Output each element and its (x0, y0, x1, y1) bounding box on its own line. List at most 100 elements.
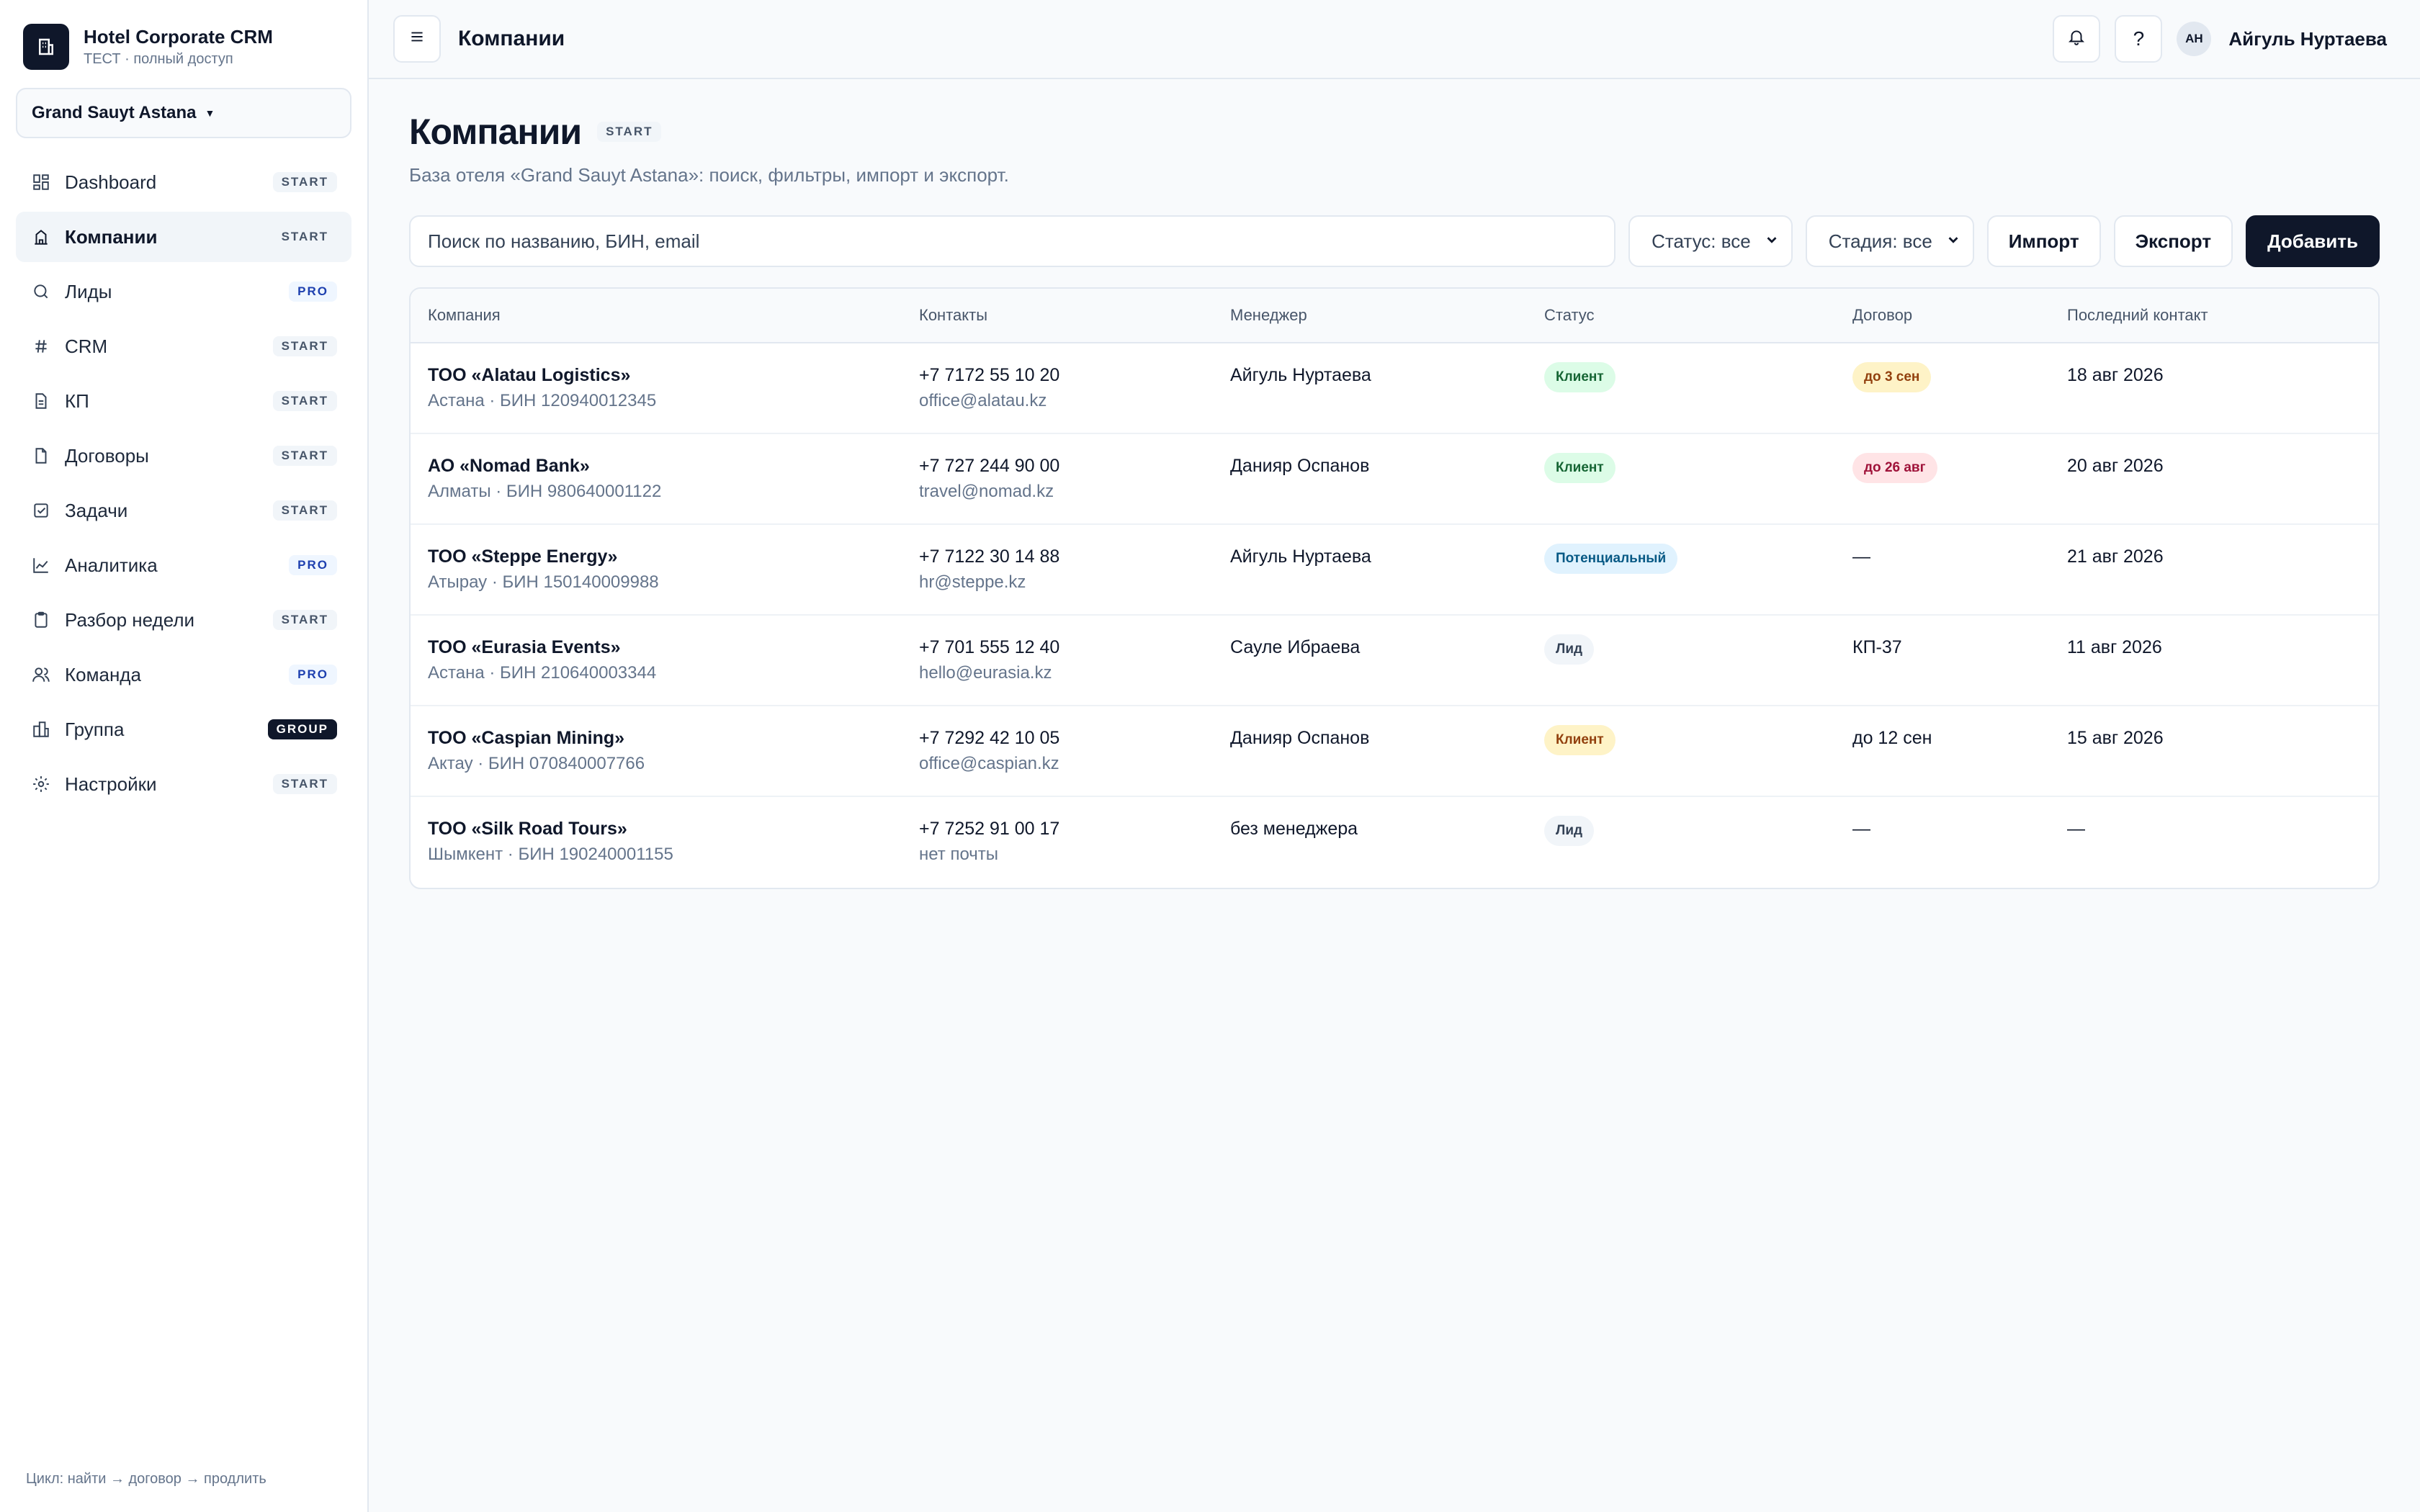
page-plan-badge: START (597, 122, 662, 142)
page-subtitle: База отеля «Grand Sauyt Astana»: поиск, … (409, 164, 1009, 186)
last-contact: — (2067, 819, 2085, 839)
checkbox-icon (30, 500, 52, 521)
sidebar-item-label: Лиды (65, 280, 112, 302)
hash-icon (30, 336, 52, 357)
notifications-button[interactable] (2053, 15, 2101, 63)
plan-badge: START (272, 500, 337, 521)
column-header-contract[interactable]: Договор (1852, 306, 1913, 324)
manager-name: Данияр Оспанов (1230, 456, 1370, 476)
menu-button[interactable] (393, 15, 441, 63)
company-meta: Атырау · БИН 150140009988 (428, 572, 659, 592)
sidebar-item-team[interactable]: Команда PRO (16, 649, 351, 700)
contact-phone: +7 727 244 90 00 (919, 456, 1060, 476)
contact-email: travel@nomad.kz (919, 482, 1054, 501)
manager-name: Айгуль Нуртаева (1230, 546, 1371, 567)
table-row[interactable]: ТОО «Silk Road Tours» Шымкент · БИН 19024… (411, 797, 2378, 888)
company-name[interactable]: ТОО «Caspian Mining» (428, 728, 625, 748)
sidebar-item-settings[interactable]: Настройки START (16, 759, 351, 809)
table-row[interactable]: ТОО «Eurasia Events» Астана · БИН 2106400… (411, 616, 2378, 706)
sidebar-item-label: CRM (65, 335, 108, 357)
table-header: Компания Контакты Менеджер Статус Догово… (411, 289, 2378, 343)
contact-email: нет почты (919, 845, 999, 864)
status-badge: Лид (1544, 816, 1595, 846)
contact-phone: +7 701 555 12 40 (919, 637, 1060, 657)
company-name[interactable]: ТОО «Eurasia Events» (428, 637, 621, 657)
sidebar-item-weekly-review[interactable]: Разбор недели START (16, 595, 351, 645)
company-name[interactable]: ТОО «Steppe Energy» (428, 546, 618, 567)
sidebar-item-proposals[interactable]: КП START (16, 376, 351, 426)
column-header-company[interactable]: Компания (428, 306, 501, 324)
sidebar-item-analytics[interactable]: Аналитика PRO (16, 540, 351, 590)
sidebar-item-companies[interactable]: Компании START (16, 212, 351, 262)
table-row[interactable]: ТОО «Caspian Mining» Актау · БИН 07084000… (411, 706, 2378, 797)
hotel-selector[interactable]: Grand Sauyt Astana ▼ (16, 88, 351, 138)
hotel-selector-value: Grand Sauyt Astana (32, 103, 197, 122)
sidebar-item-dashboard[interactable]: Dashboard START (16, 157, 351, 207)
company-meta: Астана · БИН 210640003344 (428, 663, 657, 683)
contract-badge: до 3 сен (1852, 362, 1932, 392)
sidebar-item-crm[interactable]: CRM START (16, 321, 351, 372)
search-icon (30, 281, 52, 302)
user-name[interactable]: Айгуль Нуртаева (2228, 27, 2387, 50)
sidebar-item-label: Команда (65, 663, 141, 685)
main: Компании ? АН Айгуль Нуртаева Компании S… (369, 0, 2420, 1512)
contract-text[interactable]: КП-37 (1852, 637, 1902, 657)
plan-badge: START (272, 610, 337, 630)
sidebar-item-group[interactable]: Группа GROUP (16, 704, 351, 755)
avatar[interactable]: АН (2177, 22, 2212, 56)
company-name[interactable]: ТОО «Silk Road Tours» (428, 819, 627, 839)
column-header-contacts[interactable]: Контакты (919, 306, 988, 324)
import-button[interactable]: Импорт (1986, 215, 2101, 267)
column-header-manager[interactable]: Менеджер (1230, 306, 1307, 324)
plan-badge: START (272, 774, 337, 794)
help-button[interactable]: ? (2115, 15, 2163, 63)
sidebar-item-tasks[interactable]: Задачи START (16, 485, 351, 536)
table-row[interactable]: АО «Nomad Bank» Алматы · БИН 980640001122… (411, 434, 2378, 525)
table-row[interactable]: ТОО «Alatau Logistics» Астана · БИН 12094… (411, 343, 2378, 434)
contact-phone: +7 7172 55 10 20 (919, 365, 1060, 385)
column-header-status[interactable]: Статус (1544, 306, 1595, 324)
sidebar-item-label: Разбор недели (65, 608, 195, 631)
topbar: Компании ? АН Айгуль Нуртаева (369, 0, 2420, 79)
sidebar-item-label: Настройки (65, 773, 157, 795)
contact-email: hello@eurasia.kz (919, 663, 1052, 683)
chevron-down-icon (1945, 230, 1961, 253)
company-name[interactable]: АО «Nomad Bank» (428, 456, 590, 476)
help-icon: ? (2133, 27, 2145, 50)
status-badge: Лид (1544, 634, 1595, 665)
contact-email: office@caspian.kz (919, 754, 1059, 773)
export-button[interactable]: Экспорт (2113, 215, 2233, 267)
page-content: Компании START База отеля «Grand Sauyt A… (369, 79, 2420, 889)
contact-email: office@alatau.kz (919, 391, 1047, 410)
status-badge: Потенциальный (1544, 544, 1678, 574)
company-name[interactable]: ТОО «Alatau Logistics» (428, 365, 631, 385)
column-header-last-contact[interactable]: Последний контакт (2067, 306, 2208, 324)
manager-name: без менеджера (1230, 819, 1358, 839)
chart-line-icon (30, 554, 52, 576)
manager-name: Сауле Ибраева (1230, 637, 1361, 657)
sidebar-item-label: Договоры (65, 444, 149, 467)
plan-badge: START (272, 446, 337, 466)
clipboard-icon (30, 609, 52, 631)
stage-filter-select[interactable]: Стадия: все (1805, 215, 1974, 267)
sidebar-item-contracts[interactable]: Договоры START (16, 431, 351, 481)
company-meta: Шымкент · БИН 190240001155 (428, 845, 673, 864)
plan-badge: START (272, 336, 337, 356)
search-input[interactable]: Поиск по названию, БИН, email (409, 215, 1616, 267)
company-meta: Алматы · БИН 980640001122 (428, 482, 662, 501)
last-contact: 21 авг 2026 (2067, 546, 2164, 567)
plan-badge: START (272, 227, 337, 247)
companies-table: Компания Контакты Менеджер Статус Догово… (409, 287, 2380, 889)
plan-badge: START (272, 172, 337, 192)
plan-badge: START (272, 391, 337, 411)
sidebar-item-label: Группа (65, 718, 125, 740)
sidebar: Hotel Corporate CRM ТЕСТ · полный доступ… (0, 0, 369, 1512)
hamburger-icon (408, 27, 426, 51)
sidebar-item-leads[interactable]: Лиды PRO (16, 266, 351, 317)
contact-phone: +7 7292 42 10 05 (919, 728, 1060, 748)
status-filter-select[interactable]: Статус: все (1628, 215, 1793, 267)
table-row[interactable]: ТОО «Steppe Energy» Атырау · БИН 15014000… (411, 525, 2378, 616)
add-company-button[interactable]: Добавить (2246, 215, 2380, 267)
contact-email: hr@steppe.kz (919, 572, 1026, 592)
brand-title: Hotel Corporate CRM (84, 26, 273, 48)
